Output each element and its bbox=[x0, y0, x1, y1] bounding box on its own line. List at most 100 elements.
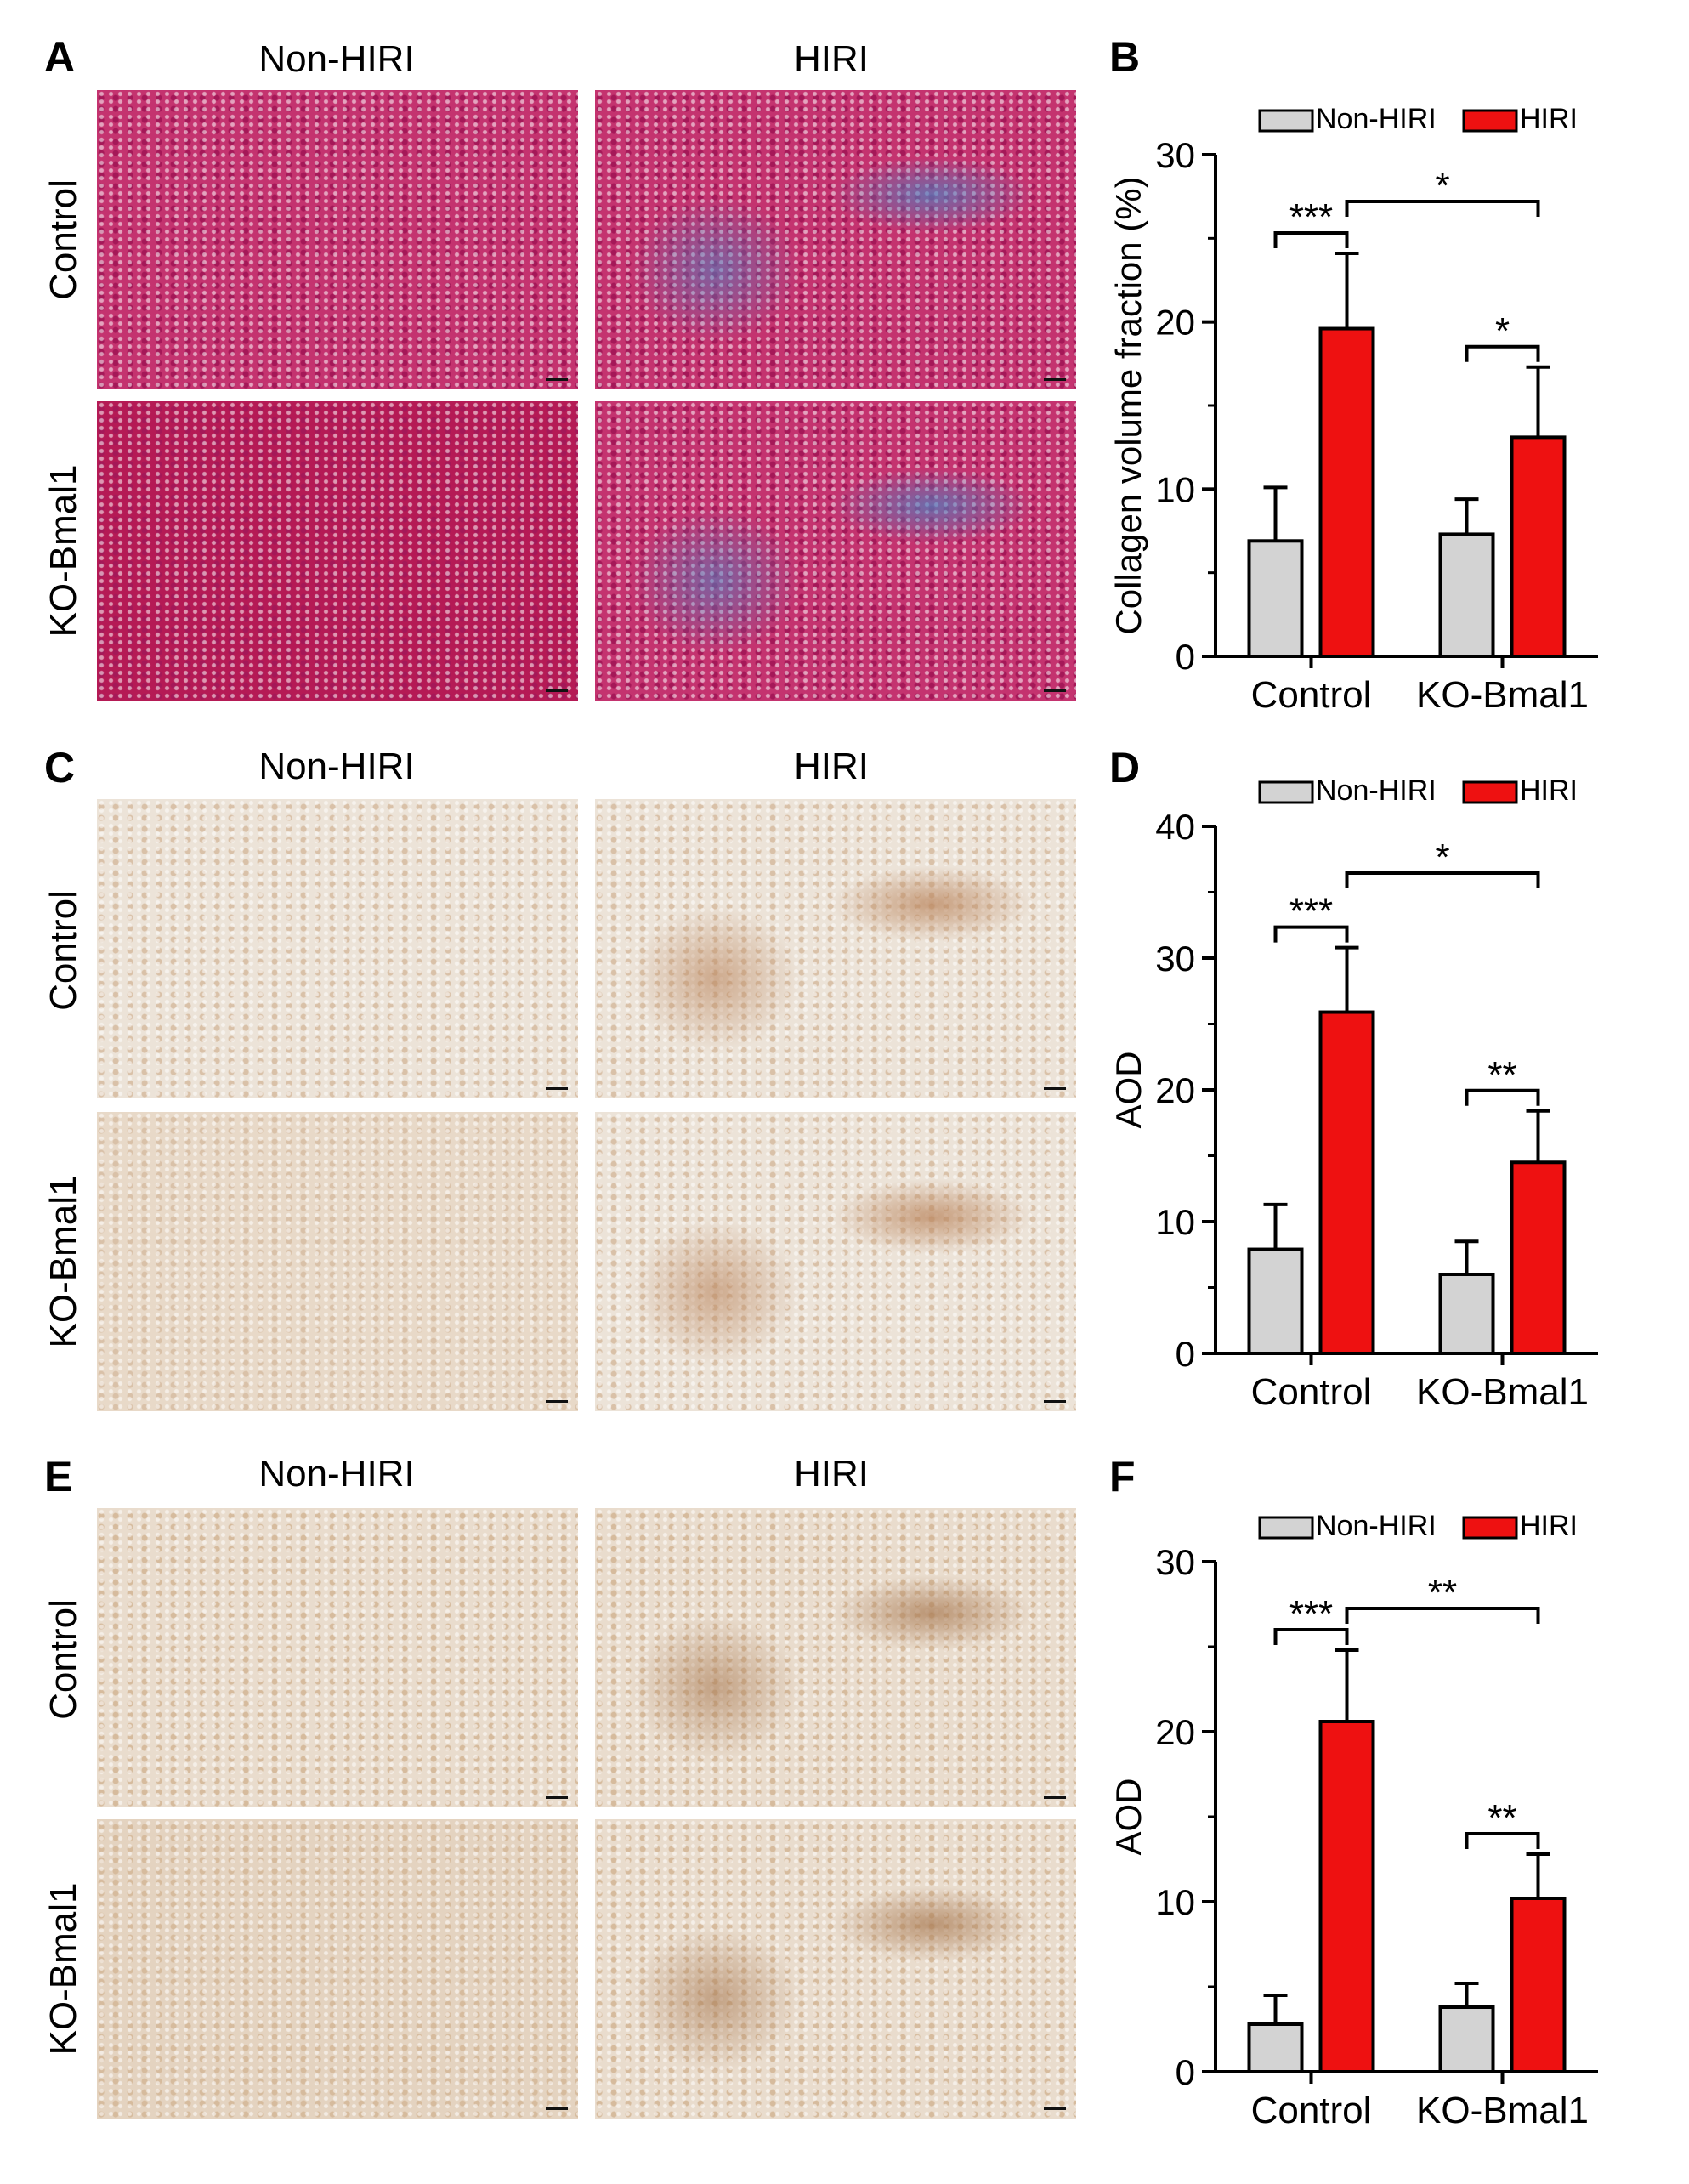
bar bbox=[1510, 1160, 1567, 1355]
bar bbox=[1438, 532, 1495, 658]
panel-letter-f: F bbox=[1109, 1453, 1136, 1500]
column-label-non-hiri: Non-HIRI bbox=[258, 746, 415, 787]
significance-label: ** bbox=[1488, 1797, 1516, 1839]
micrograph-e-control-hiri bbox=[595, 1508, 1076, 1807]
significance-label: *** bbox=[1289, 1593, 1333, 1635]
significance-bracket bbox=[1465, 344, 1540, 362]
significance-label: ** bbox=[1428, 1572, 1457, 1614]
scale-bar bbox=[546, 1400, 568, 1403]
significance-bracket bbox=[1345, 200, 1540, 217]
micrograph-e-control-non-hiri bbox=[97, 1508, 578, 1807]
panel-letter-b: B bbox=[1109, 33, 1141, 81]
x-tick-label: Control bbox=[1251, 2090, 1372, 2131]
micrograph-e-ko-bmal1-non-hiri bbox=[97, 1819, 578, 2119]
bar bbox=[1438, 1273, 1495, 1355]
bar bbox=[1318, 1720, 1375, 2073]
micrograph-c-ko-bmal1-hiri bbox=[595, 1112, 1076, 1411]
micrograph-c-control-hiri bbox=[595, 799, 1076, 1098]
significance-label: *** bbox=[1289, 196, 1333, 238]
bar bbox=[1247, 539, 1304, 658]
scale-bar bbox=[546, 2107, 568, 2110]
legend-label: HIRI bbox=[1520, 1510, 1578, 1542]
panel-letter-d: D bbox=[1109, 744, 1141, 791]
y-axis-label: Collagen volume fraction (%) bbox=[1108, 176, 1148, 634]
x-tick-label: KO-Bmal1 bbox=[1416, 2090, 1589, 2131]
column-label-hiri: HIRI bbox=[794, 1453, 869, 1495]
column-label-non-hiri: Non-HIRI bbox=[258, 38, 415, 80]
y-tick-label: 10 bbox=[1155, 1882, 1195, 1922]
column-label-non-hiri: Non-HIRI bbox=[258, 1453, 415, 1495]
bar bbox=[1318, 326, 1375, 658]
legend-swatch bbox=[1258, 109, 1314, 133]
y-tick-label: 20 bbox=[1155, 1070, 1195, 1110]
significance-label: * bbox=[1495, 310, 1510, 352]
bar bbox=[1318, 1010, 1375, 1355]
scale-bar bbox=[1044, 1400, 1066, 1403]
scale-bar bbox=[546, 1087, 568, 1090]
significance-label: ** bbox=[1488, 1054, 1516, 1096]
legend-label: HIRI bbox=[1520, 103, 1578, 135]
micrograph-a-ko-bmal1-hiri bbox=[595, 401, 1076, 701]
legend-swatch bbox=[1258, 780, 1314, 804]
significance-bracket bbox=[1273, 231, 1349, 249]
scale-bar bbox=[1044, 378, 1066, 381]
significance-bracket bbox=[1465, 1832, 1540, 1849]
scale-bar bbox=[1044, 1796, 1066, 1799]
scale-bar bbox=[546, 689, 568, 692]
significance-bracket bbox=[1273, 925, 1349, 943]
y-tick-label: 0 bbox=[1176, 637, 1195, 677]
panel-letter-a: A bbox=[44, 33, 76, 81]
chart-d: Non-HIRI HIRI 0 10 20 30 40 AOD Control KO-Bmal1 *… bbox=[1108, 774, 1598, 1413]
scale-bar bbox=[1044, 2107, 1066, 2110]
significance-bracket bbox=[1345, 871, 1540, 888]
legend-label: HIRI bbox=[1520, 774, 1578, 807]
row-label-ko-bmal1: KO-Bmal1 bbox=[43, 464, 84, 638]
row-label-ko-bmal1: KO-Bmal1 bbox=[43, 1882, 84, 2056]
x-tick-label: KO-Bmal1 bbox=[1416, 1371, 1589, 1413]
panel-letter-c: C bbox=[44, 744, 76, 791]
significance-label: * bbox=[1435, 165, 1449, 207]
y-tick-label: 20 bbox=[1155, 303, 1195, 343]
y-tick-label: 40 bbox=[1155, 807, 1195, 847]
panel-letter-e: E bbox=[44, 1453, 73, 1500]
y-tick-label: 10 bbox=[1155, 1202, 1195, 1242]
legend-swatch bbox=[1462, 1516, 1518, 1540]
micrograph-a-control-hiri bbox=[595, 90, 1076, 389]
legend-swatch bbox=[1258, 1516, 1314, 1540]
legend-swatch bbox=[1462, 780, 1518, 804]
significance-label: * bbox=[1435, 837, 1449, 878]
column-label-hiri: HIRI bbox=[794, 746, 869, 787]
scale-bar bbox=[1044, 689, 1066, 692]
row-label-control: Control bbox=[43, 890, 84, 1011]
row-label-control: Control bbox=[43, 1599, 84, 1720]
bar bbox=[1510, 1897, 1567, 2073]
y-tick-label: 0 bbox=[1176, 1334, 1195, 1374]
significance-bracket bbox=[1345, 1607, 1540, 1624]
bar bbox=[1247, 1247, 1304, 1355]
legend-label: Non-HIRI bbox=[1316, 1510, 1437, 1542]
y-tick-label: 30 bbox=[1155, 939, 1195, 979]
scale-bar bbox=[1044, 1087, 1066, 1090]
y-tick-label: 20 bbox=[1155, 1712, 1195, 1752]
y-axis-label: AOD bbox=[1108, 1051, 1148, 1128]
legend-label: Non-HIRI bbox=[1316, 103, 1437, 135]
x-tick-label: Control bbox=[1251, 674, 1372, 716]
legend-label: Non-HIRI bbox=[1316, 774, 1437, 807]
y-tick-label: 10 bbox=[1155, 469, 1195, 509]
x-tick-label: KO-Bmal1 bbox=[1416, 674, 1589, 716]
y-tick-label: 30 bbox=[1155, 1542, 1195, 1582]
significance-bracket bbox=[1465, 1088, 1540, 1106]
scale-bar bbox=[546, 378, 568, 381]
significance-label: *** bbox=[1289, 891, 1333, 933]
y-tick-label: 0 bbox=[1176, 2052, 1195, 2092]
y-tick-label: 30 bbox=[1155, 135, 1195, 175]
micrograph-c-ko-bmal1-non-hiri bbox=[97, 1112, 578, 1411]
micrograph-c-control-non-hiri bbox=[97, 799, 578, 1098]
bar bbox=[1247, 2022, 1304, 2073]
bar bbox=[1438, 2005, 1495, 2073]
micrograph-e-ko-bmal1-hiri bbox=[595, 1819, 1076, 2119]
y-axis-label: AOD bbox=[1108, 1778, 1148, 1855]
micrograph-a-control-non-hiri bbox=[97, 90, 578, 389]
